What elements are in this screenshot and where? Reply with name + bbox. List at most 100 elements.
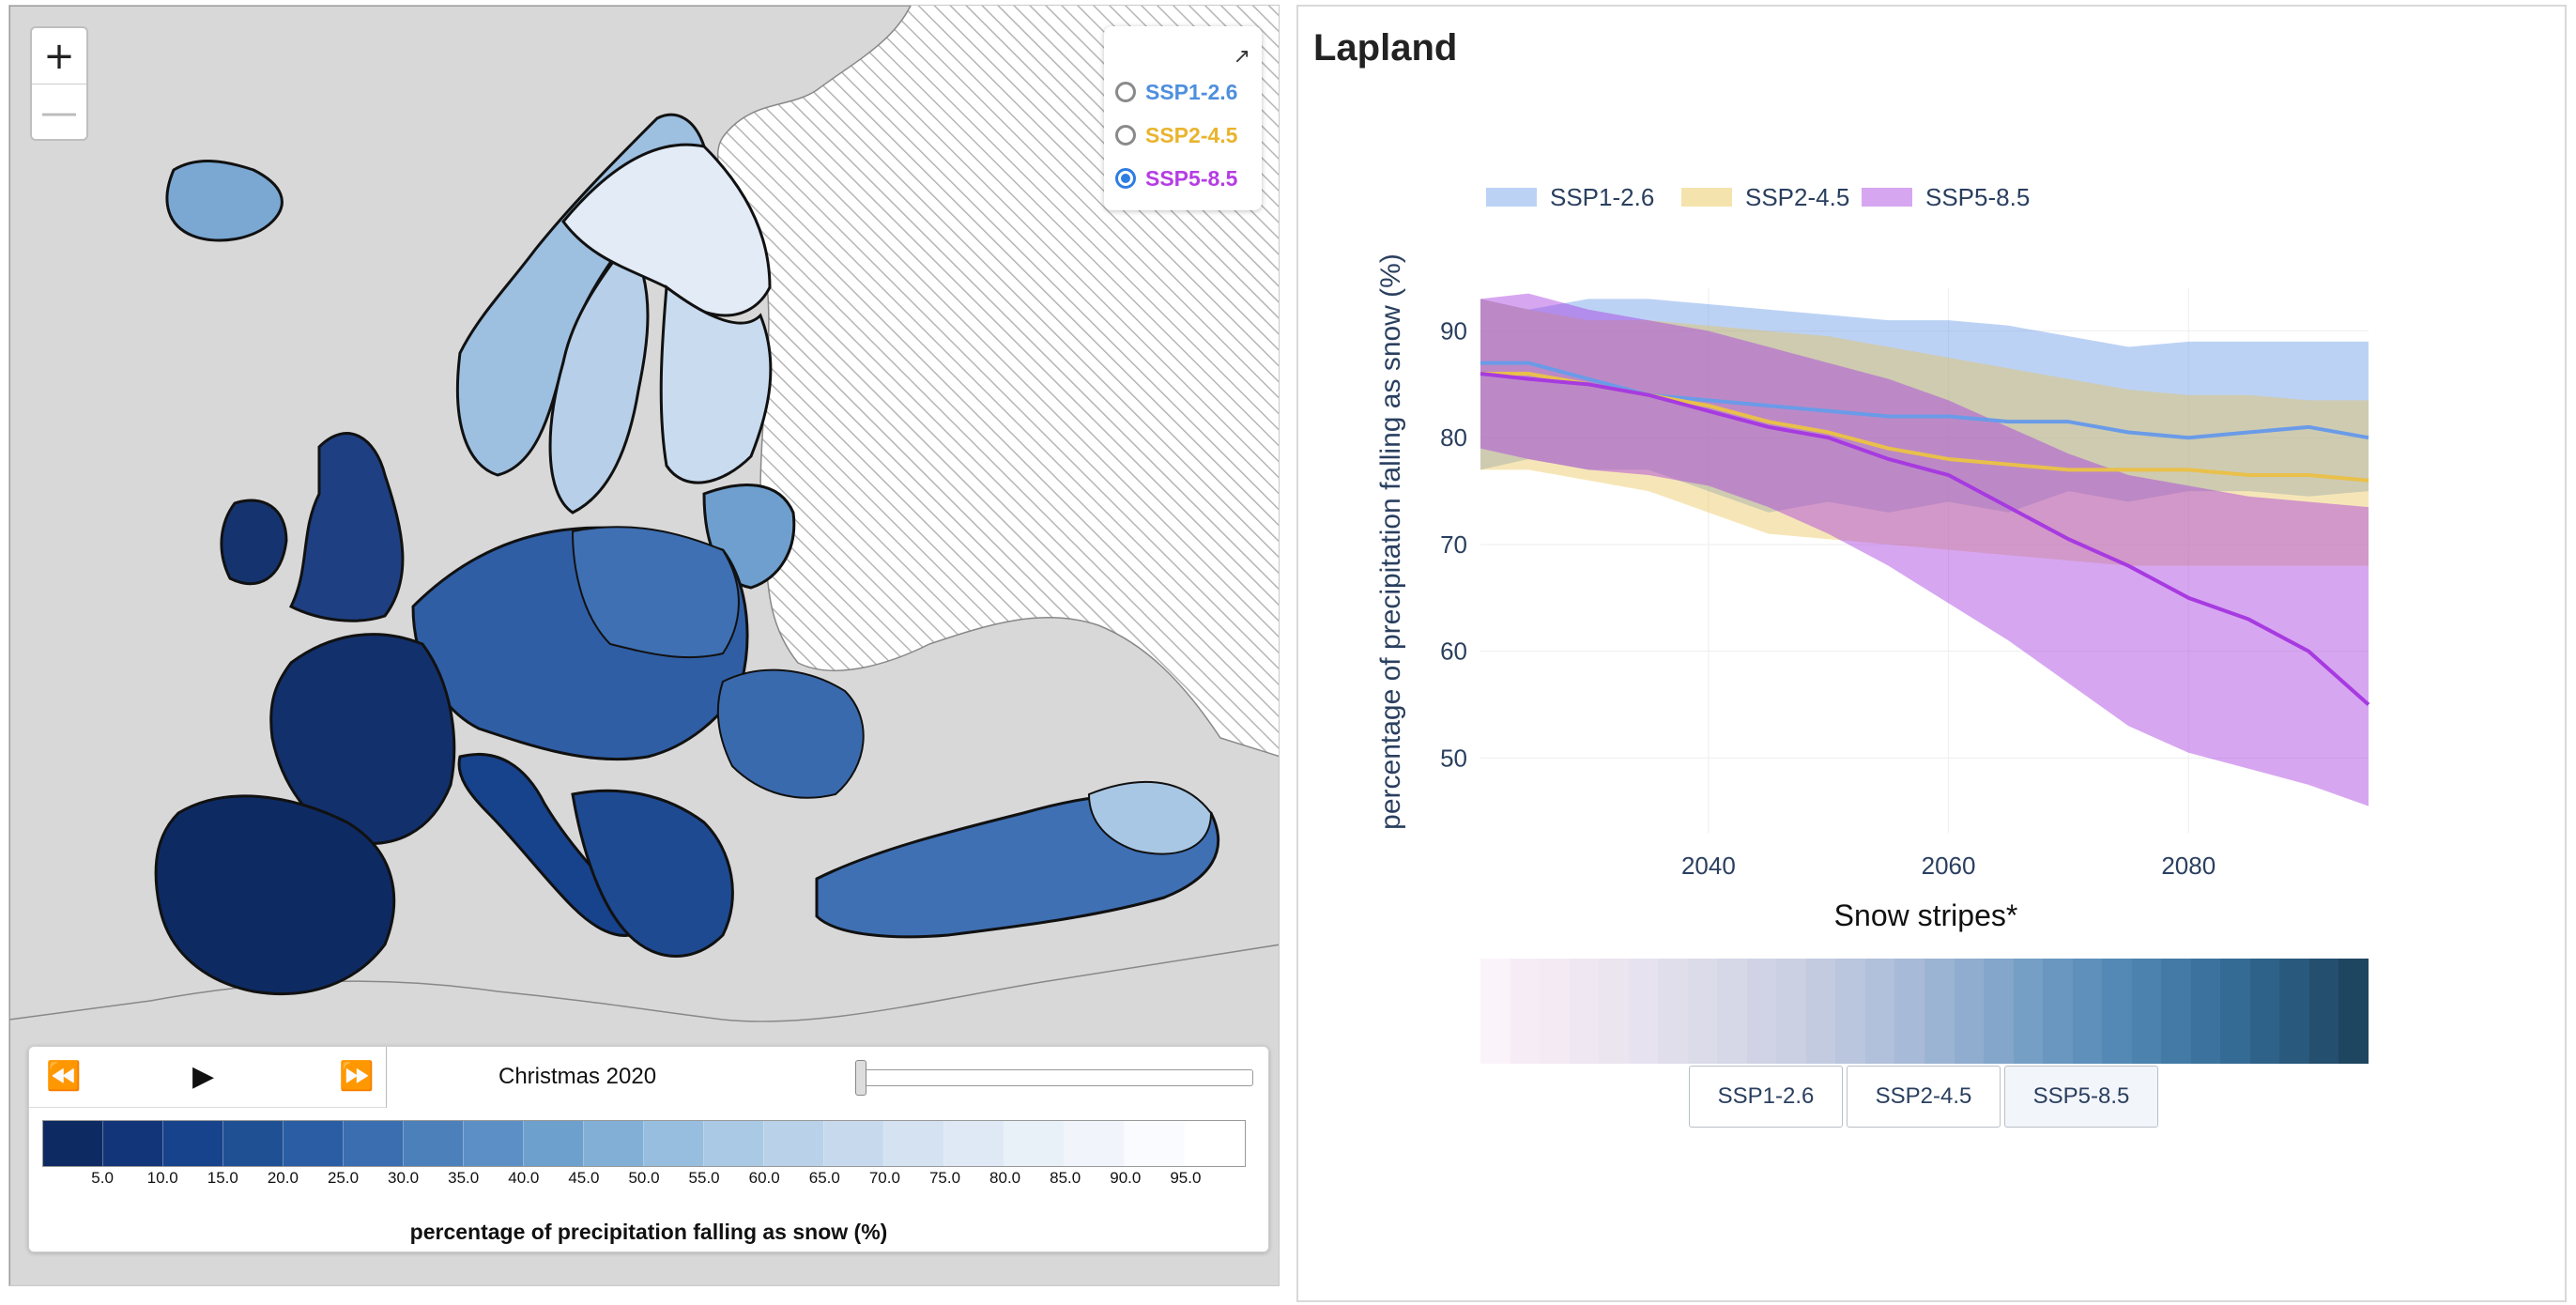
radio-ssp2[interactable] xyxy=(1115,125,1136,146)
legend-swatch xyxy=(223,1121,284,1166)
rewind-button[interactable]: ⏪ xyxy=(46,1060,82,1093)
balkans xyxy=(571,789,734,958)
legend-swatch xyxy=(103,1121,163,1166)
legend-label-ssp1-2.6: SSP1-2.6 xyxy=(1550,183,1654,211)
snow-stripe xyxy=(2013,959,2044,1064)
legend-tick-label: 70.0 xyxy=(868,1169,900,1187)
legend-swatch xyxy=(404,1121,464,1166)
x-tick-label: 2060 xyxy=(1922,852,1976,880)
snow-stripe xyxy=(2279,959,2309,1064)
legend-tick-label: 20.0 xyxy=(267,1169,299,1187)
snow-stripe xyxy=(1599,959,1629,1064)
legend-swatch xyxy=(524,1121,584,1166)
y-tick-label: 90 xyxy=(1440,316,1467,345)
ssp2-button[interactable]: SSP2-4.5 xyxy=(1847,1066,2001,1128)
date-label: Christmas 2020 xyxy=(498,1064,657,1089)
band-ssp2-4.5 xyxy=(1480,299,2369,566)
stripes-title: Snow stripes* xyxy=(1833,898,2018,932)
legend-tick-label: 5.0 xyxy=(91,1169,114,1187)
scenario-option-ssp2[interactable]: SSP2-4.5 xyxy=(1115,116,1237,154)
legend-tick-label: 15.0 xyxy=(207,1169,238,1187)
legend-label-ssp5-8.5: SSP5-8.5 xyxy=(1925,183,2030,211)
snow-stripes xyxy=(1480,959,2369,1064)
iberia xyxy=(154,794,396,996)
legend-swatch xyxy=(704,1121,764,1166)
line-ssp5-8.5 xyxy=(1480,371,2370,707)
band-ssp1-2.6 xyxy=(1480,299,2369,513)
region-detail-panel: Lapland 50 60 70 80 90 2040 2060 2080 percentage… xyxy=(1296,5,2567,1302)
scenario-label-ssp5: SSP5-8.5 xyxy=(1145,165,1238,191)
scenario-option-ssp5[interactable]: SSP5-8.5 xyxy=(1115,160,1237,197)
zoom-out-button[interactable]: — xyxy=(32,84,86,140)
radio-ssp1[interactable] xyxy=(1115,82,1136,102)
legend-swatch xyxy=(464,1121,524,1166)
legend-swatch xyxy=(644,1121,704,1166)
fast-forward-button[interactable]: ⏩ xyxy=(339,1060,375,1093)
snow-stripe xyxy=(1717,959,1747,1064)
legend-swatch xyxy=(1185,1121,1245,1166)
snow-stripe xyxy=(2161,959,2191,1064)
scenario-label-ssp2: SSP2-4.5 xyxy=(1145,122,1238,147)
legend-tick-label: 35.0 xyxy=(448,1169,480,1187)
expand-icon[interactable]: ↗ xyxy=(1233,45,1250,69)
ssp5-button[interactable]: SSP5-8.5 xyxy=(2004,1066,2158,1128)
snow-stripe xyxy=(1954,959,1985,1064)
snow-stripe xyxy=(2072,959,2103,1064)
region-title: Lapland xyxy=(1313,27,1458,69)
snow-stripe xyxy=(2249,959,2280,1064)
snow-stripe xyxy=(1540,959,1570,1064)
legend-tick-label: 65.0 xyxy=(808,1169,840,1187)
ssp1-button[interactable]: SSP1-2.6 xyxy=(1689,1066,1843,1128)
legend-swatch xyxy=(344,1121,404,1166)
scenario-selector: ↗ SSP1-2.6 SSP2-4.5 SSP5-8.5 xyxy=(1104,26,1262,210)
time-slider-thumb[interactable] xyxy=(855,1060,866,1096)
radio-ssp5[interactable] xyxy=(1115,168,1136,189)
snow-fraction-chart[interactable]: 50 60 70 80 90 2040 2060 2080 percentage of prec… xyxy=(1298,7,2565,889)
scenario-buttons: SSP1-2.6 SSP2-4.5 SSP5-8.5 xyxy=(1689,1066,2162,1128)
zoom-control: + — xyxy=(30,26,88,141)
snow-stripe xyxy=(2220,959,2250,1064)
turkey-east xyxy=(1087,780,1213,855)
legend-swatch xyxy=(584,1121,644,1166)
legend-swatch xyxy=(884,1121,944,1166)
legend-title: percentage of precipitation falling as s… xyxy=(409,1220,888,1244)
legend-swatch-ssp5-8.5 xyxy=(1862,188,1912,207)
snow-stripe xyxy=(1510,959,1541,1064)
legend-swatch xyxy=(43,1121,103,1166)
iceland xyxy=(165,160,284,242)
poland-region xyxy=(571,526,740,659)
legend-swatch xyxy=(1004,1121,1065,1166)
legend-tick-label: 50.0 xyxy=(628,1169,660,1187)
legend-swatch xyxy=(284,1121,344,1166)
ireland xyxy=(220,499,288,586)
y-tick-label: 50 xyxy=(1440,744,1467,772)
legend-swatch xyxy=(163,1121,223,1166)
zoom-in-button[interactable]: + xyxy=(43,34,75,78)
time-slider-track[interactable] xyxy=(855,1069,1253,1086)
snow-stripe xyxy=(2308,959,2339,1064)
france xyxy=(269,633,456,845)
snow-stripe xyxy=(1835,959,1865,1064)
romania-region xyxy=(716,668,865,799)
legend-tick-label: 10.0 xyxy=(146,1169,178,1187)
legend-tick-label: 25.0 xyxy=(327,1169,360,1187)
legend-tick-label: 40.0 xyxy=(508,1169,540,1187)
legend-tick-label: 95.0 xyxy=(1170,1169,1202,1187)
legend-tick-label: 60.0 xyxy=(748,1169,780,1187)
snow-stripe xyxy=(1805,959,1836,1064)
y-tick-label: 80 xyxy=(1440,423,1467,452)
scenario-option-ssp1[interactable]: SSP1-2.6 xyxy=(1115,73,1237,111)
snow-stripe xyxy=(2338,959,2369,1064)
legend-swatch xyxy=(1125,1121,1185,1166)
map-panel[interactable]: + — ↗ SSP1-2.6 SSP2-4.5 SSP5-8.5 ⏪ ▶ ⏩ C… xyxy=(8,5,1280,1286)
snow-stripe xyxy=(1776,959,1806,1064)
snow-stripe xyxy=(1687,959,1718,1064)
play-button[interactable]: ▶ xyxy=(192,1060,215,1093)
snow-stripe xyxy=(1569,959,1600,1064)
y-tick-label: 70 xyxy=(1440,530,1467,559)
snow-stripe xyxy=(1628,959,1659,1064)
legend-tick-label: 85.0 xyxy=(1050,1169,1081,1187)
band-ssp5-8.5 xyxy=(1480,293,2369,806)
snow-stripe xyxy=(1894,959,1924,1064)
snow-stripe xyxy=(2102,959,2132,1064)
